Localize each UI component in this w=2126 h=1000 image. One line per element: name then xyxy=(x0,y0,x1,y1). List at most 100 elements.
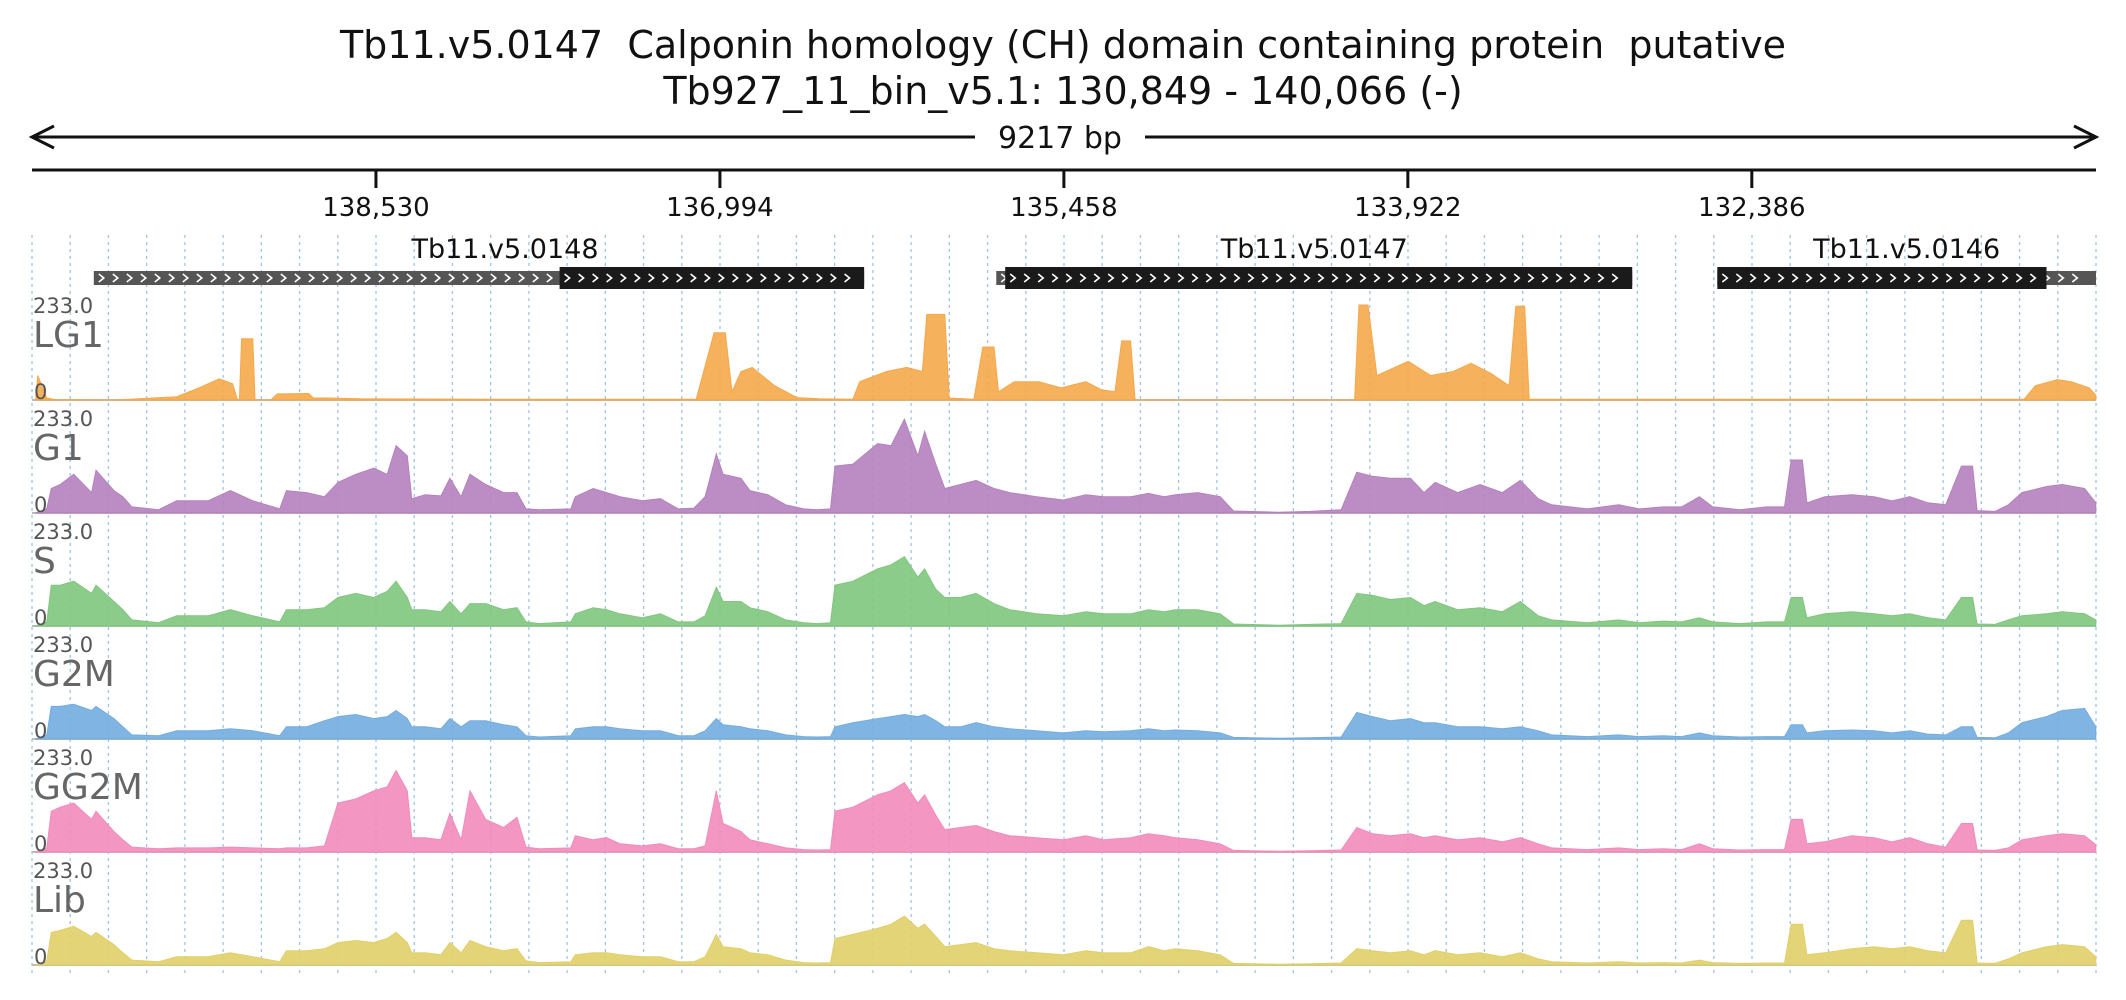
strand-chevron xyxy=(1541,273,1549,283)
strand-chevron xyxy=(1415,273,1423,283)
strand-chevron xyxy=(1945,273,1953,283)
strand-chevron xyxy=(490,273,498,283)
y-max-label: 233.0 xyxy=(33,407,93,431)
gene-title: Tb11.v5.0147 Calponin homology (CH) doma… xyxy=(339,23,1787,67)
strand-chevron xyxy=(1749,273,1757,283)
strand-chevron xyxy=(1597,273,1605,283)
gene-model: Tb11.v5.0147 xyxy=(996,234,1633,289)
strand-chevron xyxy=(448,273,456,283)
strand-chevron xyxy=(676,273,683,283)
strand-chevron xyxy=(462,273,470,283)
coverage-area xyxy=(35,769,2097,853)
strand-chevron xyxy=(532,273,540,283)
strand-chevron xyxy=(1763,273,1771,283)
strand-chevron xyxy=(788,273,795,283)
strand-chevron xyxy=(760,273,767,283)
strand-chevron xyxy=(1791,273,1799,283)
strand-chevron xyxy=(420,273,428,283)
strand-chevron xyxy=(816,273,823,283)
strand-chevron xyxy=(1485,273,1493,283)
figure-title: Tb11.v5.0147 Calponin homology (CH) doma… xyxy=(0,22,2126,114)
strand-chevron xyxy=(378,273,386,283)
strand-chevron xyxy=(1583,273,1591,283)
strand-chevron xyxy=(196,273,204,283)
strand-chevron xyxy=(1819,273,1827,283)
strand-chevron xyxy=(392,273,400,283)
strand-chevron xyxy=(1373,273,1381,283)
strand-chevron xyxy=(1721,273,1729,283)
strand-chevron xyxy=(1611,273,1619,283)
strand-chevron xyxy=(1903,273,1911,283)
strand-chevron xyxy=(1303,273,1311,283)
coverage-area xyxy=(35,304,2097,401)
strand-chevron xyxy=(1889,273,1897,283)
span-arrow-right xyxy=(2073,124,2100,150)
strand-chevron xyxy=(1107,273,1115,283)
strand-chevron xyxy=(1833,273,1841,283)
coverage-track: 233.0G1 0 xyxy=(32,407,2097,517)
strand-chevron xyxy=(1735,273,1743,283)
strand-chevron xyxy=(844,273,851,283)
strand-chevron xyxy=(266,273,274,283)
strand-chevron xyxy=(2015,273,2023,283)
strand-chevron xyxy=(1177,273,1185,283)
track-name-label: S xyxy=(33,541,56,582)
strand-chevron xyxy=(504,273,512,283)
y-max-label: 233.0 xyxy=(33,520,93,544)
strand-chevron xyxy=(2057,273,2065,283)
strand-chevron xyxy=(252,273,260,283)
coverage-area xyxy=(35,915,2097,966)
strand-chevron xyxy=(732,273,739,283)
strand-chevron xyxy=(1135,273,1143,283)
strand-chevron xyxy=(1401,273,1409,283)
locus-coordinates: Tb927_11_bin_v5.1: 130,849 - 140,066 (-) xyxy=(663,69,1463,113)
strand-chevron xyxy=(1805,273,1813,283)
strand-chevron xyxy=(564,273,571,283)
strand-chevron xyxy=(1093,273,1101,283)
track-name-label: GG2M xyxy=(33,767,143,808)
span-length-label: 9217 bp xyxy=(998,121,1122,156)
strand-chevron xyxy=(1331,273,1339,283)
strand-chevron xyxy=(518,273,526,283)
strand-chevron xyxy=(322,273,330,283)
ruler-tick-label: 136,994 xyxy=(666,193,774,223)
strand-chevron xyxy=(1191,273,1199,283)
span-indicator: 9217 bp xyxy=(28,121,2100,156)
y-max-label: 233.0 xyxy=(33,633,93,657)
strand-chevron xyxy=(1471,273,1479,283)
strand-chevron xyxy=(1513,273,1521,283)
strand-chevron xyxy=(1233,273,1241,283)
strand-chevron xyxy=(1847,273,1855,283)
strand-chevron xyxy=(1429,273,1437,283)
y-max-label: 233.0 xyxy=(33,746,93,770)
strand-chevron xyxy=(2029,273,2037,283)
strand-chevron xyxy=(1499,273,1507,283)
ruler-tick-label: 132,386 xyxy=(1698,193,1806,223)
y-min-label: 0 xyxy=(34,719,47,743)
strand-chevron xyxy=(1359,273,1367,283)
strand-chevron xyxy=(1317,273,1325,283)
strand-chevron xyxy=(830,273,837,283)
strand-chevron xyxy=(1023,273,1031,283)
strand-chevron xyxy=(802,273,809,283)
strand-chevron xyxy=(1931,273,1939,283)
strand-chevron xyxy=(308,273,316,283)
strand-chevron xyxy=(1121,273,1129,283)
strand-chevron xyxy=(2001,273,2009,283)
strand-chevron xyxy=(126,273,134,283)
strand-chevron xyxy=(2071,273,2079,283)
strand-chevron xyxy=(662,273,669,283)
strand-chevron xyxy=(336,273,344,283)
coverage-area xyxy=(35,556,2097,627)
strand-chevron xyxy=(168,273,176,283)
strand-chevron xyxy=(1065,273,1073,283)
gene-model: Tb11.v5.0148 xyxy=(93,234,865,289)
strand-chevron xyxy=(1149,273,1157,283)
strand-chevron xyxy=(1527,273,1535,283)
strand-chevron xyxy=(98,273,106,283)
strand-chevron xyxy=(690,273,697,283)
